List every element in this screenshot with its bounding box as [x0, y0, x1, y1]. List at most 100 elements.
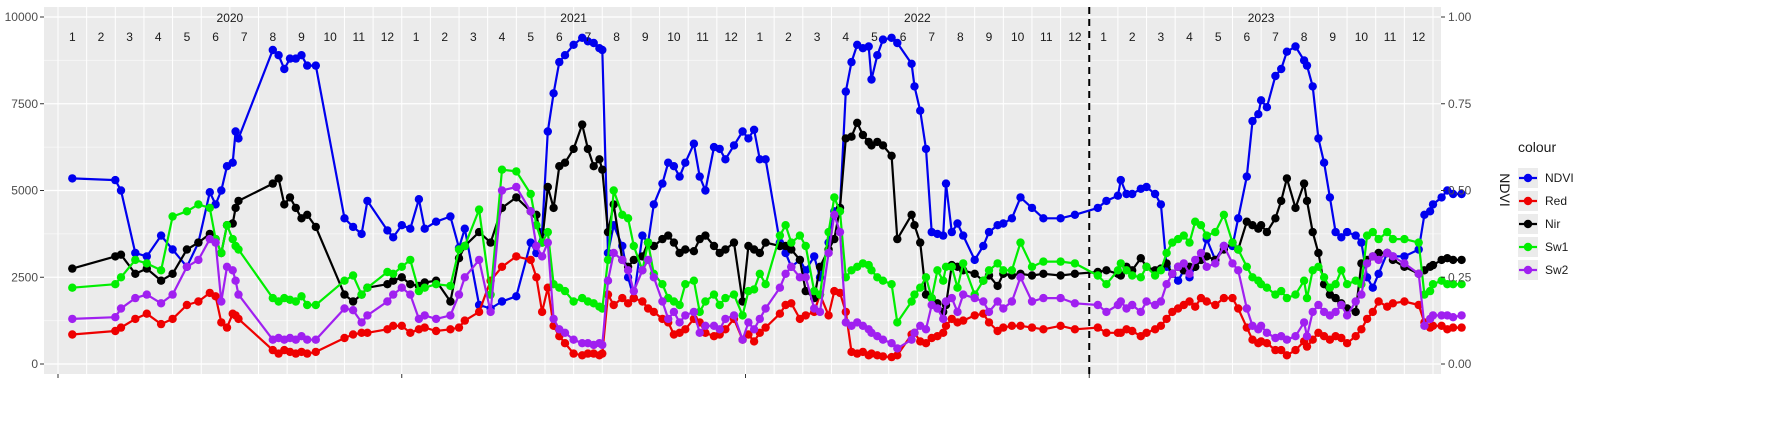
- data-point-sw1: [1093, 271, 1103, 280]
- data-point-ndvi: [1325, 193, 1335, 202]
- data-point-red: [532, 273, 541, 282]
- data-point-sw2: [1093, 300, 1103, 310]
- data-point-ndvi: [681, 158, 690, 167]
- data-point-sw2: [512, 182, 521, 192]
- data-point-ndvi: [228, 158, 237, 167]
- data-point-ndvi: [383, 226, 392, 235]
- data-point-sw1: [1388, 234, 1398, 244]
- data-point-ndvi: [878, 35, 888, 44]
- data-point-nir: [116, 250, 126, 259]
- data-point-red: [357, 328, 366, 337]
- data-point-sw2: [1331, 307, 1340, 317]
- data-point-sw2: [1179, 259, 1189, 268]
- data-point-sw1: [801, 241, 810, 251]
- data-point-nir: [1314, 248, 1323, 258]
- data-point-ndvi: [979, 241, 988, 251]
- data-point-sw1: [910, 290, 919, 299]
- data-point-red: [389, 321, 398, 330]
- month-label: 4: [155, 30, 162, 44]
- data-point-sw2: [893, 344, 902, 353]
- data-point-red: [1357, 325, 1366, 334]
- data-point-sw2: [1070, 299, 1080, 308]
- data-point-red: [939, 328, 948, 337]
- data-point-sw2: [454, 290, 464, 299]
- data-point-red: [1093, 323, 1103, 332]
- data-point-sw2: [420, 311, 429, 320]
- data-point-red: [131, 314, 140, 324]
- month-label: 3: [126, 30, 133, 44]
- data-point-red: [1156, 321, 1166, 330]
- data-point-sw2: [1448, 313, 1458, 322]
- data-point-ndvi: [1308, 82, 1317, 91]
- data-point-sw2: [1299, 318, 1309, 327]
- month-label: 6: [900, 30, 907, 44]
- data-point-sw2: [675, 318, 684, 327]
- data-point-nir: [761, 238, 770, 247]
- y-tick-label: 10000: [5, 10, 39, 24]
- data-point-sw1: [348, 271, 358, 280]
- data-point-nir: [1299, 179, 1309, 188]
- data-point-red: [348, 330, 358, 339]
- data-point-nir: [1331, 293, 1340, 303]
- month-label: 8: [613, 30, 620, 44]
- month-label: 11: [353, 30, 366, 44]
- data-point-sw1: [1179, 231, 1189, 240]
- year-label: 2022: [904, 11, 931, 25]
- month-label: 2: [98, 30, 105, 44]
- data-point-sw1: [182, 207, 192, 216]
- data-point-red: [311, 347, 320, 357]
- data-point-ndvi: [1342, 227, 1352, 237]
- data-point-ndvi: [1271, 71, 1280, 81]
- data-point-sw1: [1443, 280, 1452, 289]
- data-point-sw2: [910, 328, 919, 337]
- data-point-sw2: [1314, 300, 1323, 310]
- data-point-red: [999, 323, 1008, 332]
- data-point-nir: [1291, 203, 1300, 213]
- y-axis-right-title: NDVI: [1497, 173, 1513, 206]
- data-point-nir: [268, 179, 277, 188]
- data-point-ndvi: [549, 89, 558, 98]
- data-point-sw1: [1374, 234, 1383, 244]
- data-point-sw1: [721, 293, 730, 303]
- data-point-ndvi: [1116, 175, 1126, 185]
- data-point-sw1: [629, 241, 638, 251]
- data-point-sw1: [787, 238, 796, 247]
- month-label: 9: [986, 30, 993, 44]
- data-point-ndvi: [68, 174, 77, 183]
- month-label: 6: [556, 30, 563, 44]
- month-label: 5: [871, 30, 878, 44]
- data-point-sw1: [959, 259, 968, 268]
- data-point-red: [303, 349, 312, 358]
- data-point-sw2: [543, 238, 552, 247]
- data-point-ndvi: [658, 179, 667, 188]
- data-point-ndvi: [555, 57, 564, 67]
- data-point-sw2: [824, 248, 833, 258]
- legend: colour NDVI Red Nir Sw1 Sw2: [1518, 139, 1574, 280]
- data-point-nir: [578, 120, 587, 129]
- data-point-sw2: [1007, 297, 1017, 306]
- data-point-red: [1070, 325, 1080, 334]
- data-point-sw2: [1128, 300, 1137, 310]
- data-point-ndvi: [1428, 200, 1438, 209]
- data-point-sw2: [560, 328, 570, 337]
- data-point-sw1: [1070, 259, 1080, 268]
- data-point-ndvi: [268, 45, 277, 55]
- data-point-red: [420, 323, 429, 332]
- data-point-sw1: [993, 259, 1002, 268]
- data-point-ndvi: [1302, 61, 1312, 70]
- series-sw2: [68, 182, 1466, 353]
- month-label: 11: [696, 30, 709, 44]
- data-point-sw2: [878, 335, 888, 344]
- data-point-red: [1007, 321, 1017, 330]
- data-point-ndvi: [363, 196, 372, 206]
- data-point-sw1: [303, 300, 312, 310]
- data-point-red: [609, 300, 618, 310]
- data-point-sw2: [217, 297, 226, 306]
- data-point-sw2: [1420, 321, 1429, 330]
- data-point-nir: [878, 141, 888, 150]
- data-point-sw1: [1196, 221, 1206, 230]
- data-point-sw1: [420, 283, 429, 292]
- data-point-sw2: [311, 335, 320, 344]
- data-point-red: [1368, 307, 1378, 317]
